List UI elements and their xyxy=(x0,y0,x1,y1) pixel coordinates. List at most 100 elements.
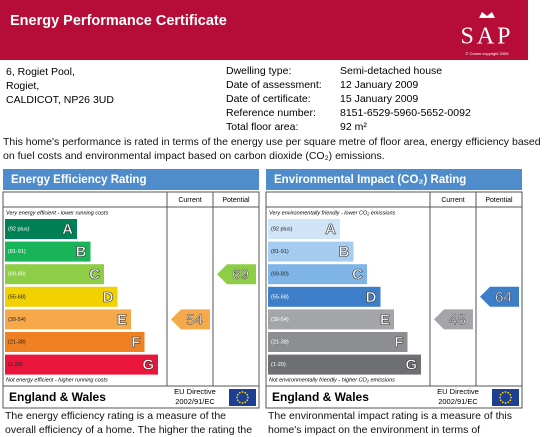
detail-value: 15 January 2009 xyxy=(340,93,418,105)
band-range: (21-38) xyxy=(271,339,289,345)
detail-value: Semi-detached house xyxy=(340,65,442,77)
description: The environmental impact rating is a mea… xyxy=(268,410,512,436)
band-range: (39-54) xyxy=(271,317,289,323)
rating-band xyxy=(5,309,131,330)
eu-star xyxy=(507,391,510,394)
eu-star xyxy=(504,402,507,404)
column-header: Potential xyxy=(222,197,250,204)
eu-star xyxy=(236,396,238,399)
rating-band xyxy=(5,219,77,239)
rating-value: 69 xyxy=(232,266,249,283)
eu-star xyxy=(236,393,239,396)
column-header: Current xyxy=(178,197,201,204)
eu-star xyxy=(246,393,249,396)
band-range: (81-91) xyxy=(8,249,26,255)
band-letter: G xyxy=(405,357,417,374)
band-range: (81-91) xyxy=(271,249,289,255)
header-band xyxy=(0,0,528,60)
address-line: 6, Rogiet Pool, xyxy=(6,66,75,78)
band-range: (55-68) xyxy=(271,294,289,300)
crown-icon xyxy=(479,12,495,18)
rating-band xyxy=(5,354,158,375)
directive: EU Directive xyxy=(437,387,479,396)
eu-star xyxy=(238,391,241,394)
eu-star xyxy=(241,402,244,404)
detail-label: Reference number: xyxy=(226,107,316,119)
eu-star xyxy=(509,399,512,402)
rating-arrow xyxy=(171,309,210,330)
detail-value: 12 January 2009 xyxy=(340,79,418,91)
band-letter: C xyxy=(89,266,100,283)
address-line: Rogiet, xyxy=(6,80,39,92)
directive: 2002/91/EC xyxy=(438,397,478,406)
description: The energy efficiency rating is a measur… xyxy=(5,410,253,436)
band-letter: D xyxy=(103,289,114,306)
eu-star xyxy=(504,391,507,393)
eu-star xyxy=(507,401,510,404)
panel-title: Environmental Impact (CO₂) Rating xyxy=(274,174,466,186)
rating-arrow xyxy=(434,309,473,330)
eu-star xyxy=(499,393,502,396)
eu-star xyxy=(246,399,249,402)
band-letter: E xyxy=(380,311,390,328)
eu-star xyxy=(509,393,512,396)
band-letter: A xyxy=(62,221,73,238)
eu-star xyxy=(244,401,247,404)
column-header: Current xyxy=(441,197,464,204)
band-letter: G xyxy=(142,357,154,374)
panel-title-bar xyxy=(266,169,522,190)
rating-arrow xyxy=(480,286,519,307)
rating-band xyxy=(268,241,354,262)
rating-band xyxy=(268,286,381,307)
band-letter: F xyxy=(131,334,140,351)
band-range: (92 plus) xyxy=(271,226,293,232)
logo: SAP xyxy=(460,24,513,50)
eu-star xyxy=(247,396,249,399)
rating-band xyxy=(5,264,104,285)
eu-star xyxy=(499,396,501,399)
eu-star xyxy=(244,391,247,394)
band-letter: A xyxy=(325,221,336,238)
eu-star xyxy=(501,391,504,394)
rating-band xyxy=(268,219,340,239)
top-note: Very energy efficient - lower running co… xyxy=(6,210,108,216)
top-note: Very environmentally friendly - lower CO… xyxy=(269,210,396,216)
eu-star xyxy=(241,391,244,393)
region: England & Wales xyxy=(9,390,106,404)
panel-title-bar xyxy=(3,169,259,190)
rating-arrow xyxy=(217,264,256,285)
intro: This home's performance is rated in term… xyxy=(3,136,541,162)
rating-band xyxy=(268,309,394,330)
rating-band xyxy=(268,264,367,285)
band-range: (69-80) xyxy=(271,272,289,278)
eu-star xyxy=(510,396,512,399)
band-letter: D xyxy=(366,289,377,306)
directive: 2002/91/EC xyxy=(175,397,215,406)
band-range: (1-20) xyxy=(8,362,23,368)
bottom-note: Not environmentally friendly - higher CO… xyxy=(269,377,395,383)
band-range: (1-20) xyxy=(271,362,286,368)
detail-label: Date of assessment: xyxy=(226,79,322,91)
detail-label: Total floor area: xyxy=(226,121,298,133)
eu-star xyxy=(501,401,504,404)
rating-value: 48 xyxy=(449,311,466,328)
band-range: (21-38) xyxy=(8,339,26,345)
detail-value: 8151-6529-5960-5652-0092 xyxy=(340,107,471,119)
band-letter: F xyxy=(394,334,403,351)
band-letter: C xyxy=(352,266,363,283)
band-letter: B xyxy=(76,244,87,261)
band-letter: E xyxy=(117,311,127,328)
rating-band xyxy=(268,332,408,352)
detail-value: 92 m² xyxy=(340,121,367,133)
rating-value: 64 xyxy=(495,289,512,306)
eu-star xyxy=(499,399,502,402)
band-range: (92 plus) xyxy=(8,226,30,232)
detail-label: Dwelling type: xyxy=(226,65,291,77)
eu-star xyxy=(238,401,241,404)
eu-flag xyxy=(492,389,519,406)
logo-note: © Crown copyright 2005 xyxy=(466,51,510,56)
address-line: CALDICOT, NP26 3UD xyxy=(6,94,114,106)
rating-value: 54 xyxy=(186,311,203,328)
